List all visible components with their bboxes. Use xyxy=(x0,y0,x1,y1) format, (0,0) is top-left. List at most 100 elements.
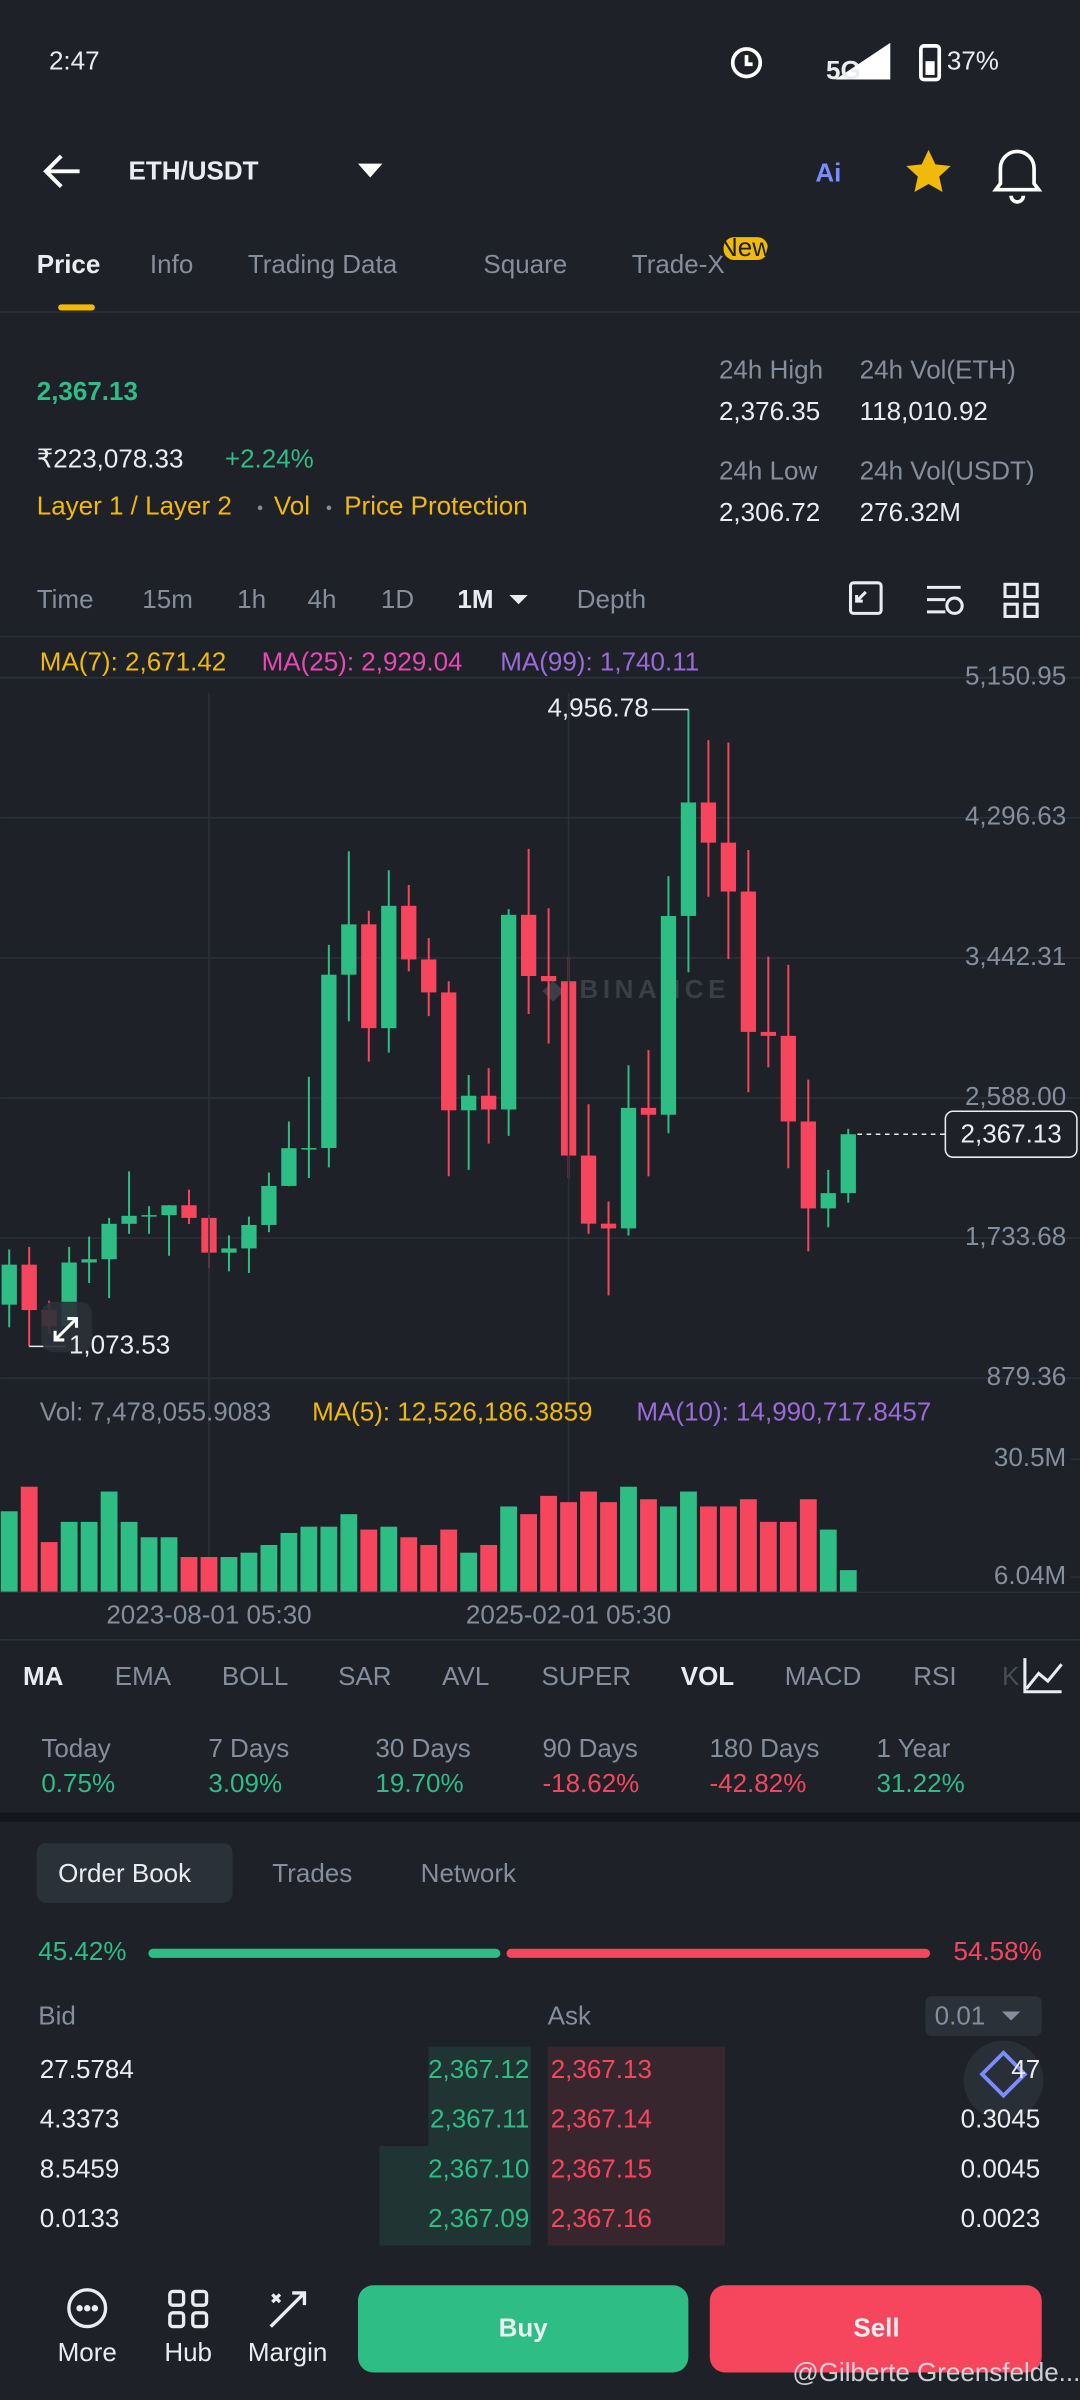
ask-depth xyxy=(547,2046,726,2097)
indicator-tab[interactable]: RSI xyxy=(913,1661,956,1691)
candle-body xyxy=(301,1148,317,1150)
candle-body xyxy=(1,1264,17,1305)
ask-price: 2,367.15 xyxy=(551,2153,652,2183)
volume-bar xyxy=(40,1542,58,1593)
current-price-box xyxy=(944,1110,1078,1158)
candle-body xyxy=(640,1107,657,1115)
indicator-tab[interactable]: AVL xyxy=(442,1661,489,1691)
bid-amount: 8.5459 xyxy=(40,2153,120,2183)
x-tick-label: 2023-08-01 05:30 xyxy=(106,1600,311,1630)
sell-button[interactable] xyxy=(709,2285,1042,2373)
interval[interactable]: Depth xyxy=(577,584,646,614)
indicator-tab[interactable]: K xyxy=(1002,1661,1020,1691)
assistant-icon xyxy=(979,2050,1028,2099)
tab[interactable]: Square xyxy=(483,249,567,279)
volume-bar xyxy=(739,1499,757,1593)
tab[interactable]: Price xyxy=(37,249,101,279)
volume-bar xyxy=(300,1526,318,1593)
tab[interactable]: Trade-X xyxy=(632,249,725,279)
indicator-settings[interactable] xyxy=(1023,1658,1063,1694)
book-tab[interactable]: Trades xyxy=(272,1858,352,1888)
volume-bar xyxy=(180,1557,198,1593)
y-tick-label: 3,442.31 xyxy=(965,941,1066,971)
expand-button[interactable] xyxy=(41,1301,92,1353)
assistant-button[interactable] xyxy=(963,2040,1044,2121)
ai-button[interactable]: Ai xyxy=(815,157,841,187)
y-tick-label: 30.5M xyxy=(994,1442,1066,1472)
volume-bar xyxy=(660,1506,677,1593)
indicator-tab[interactable]: SUPER xyxy=(542,1661,632,1691)
candle-body xyxy=(221,1248,237,1253)
ask-amount: 0.0023 xyxy=(961,2203,1041,2233)
volume-bar xyxy=(640,1499,657,1593)
back-button[interactable] xyxy=(43,154,80,189)
notification-bell[interactable] xyxy=(992,149,1043,204)
indicator-tab[interactable]: BOLL xyxy=(222,1661,289,1691)
sell-label[interactable]: Sell xyxy=(853,2313,899,2343)
ma-legend: MA(7): 2,671.42 xyxy=(40,647,226,677)
indicator-tab[interactable]: MA xyxy=(23,1661,64,1691)
precision-select[interactable] xyxy=(925,1996,1042,2036)
volume-bar xyxy=(560,1502,577,1593)
favorite-star[interactable] xyxy=(906,149,951,192)
volume-bar xyxy=(819,1529,837,1593)
tag[interactable]: Price Protection xyxy=(344,491,528,521)
book-tab[interactable]: Network xyxy=(421,1858,517,1888)
volume-bar xyxy=(440,1529,458,1593)
tab[interactable]: Trading Data xyxy=(248,249,398,279)
tag[interactable]: Layer 1 / Layer 2 xyxy=(37,491,232,521)
indicator-tab[interactable]: EMA xyxy=(115,1661,172,1691)
stat-label: 24h Low xyxy=(719,456,818,486)
interval[interactable]: 15m xyxy=(142,584,193,614)
period-change: 19.70% xyxy=(375,1768,463,1798)
pair-dropdown[interactable] xyxy=(357,163,383,178)
interval[interactable]: 1D xyxy=(381,584,414,614)
interval[interactable]: 1M xyxy=(457,584,493,614)
indicator-tab[interactable]: MACD xyxy=(785,1661,862,1691)
indicator-tab[interactable]: VOL xyxy=(681,1661,735,1691)
buy-label[interactable]: Buy xyxy=(499,2313,549,2343)
interval[interactable]: 1h xyxy=(237,584,266,614)
annotation-label: 1,073.53 xyxy=(69,1329,170,1359)
volume-bar xyxy=(100,1491,118,1593)
volume-bar xyxy=(280,1532,298,1593)
book-tab[interactable]: Order Book xyxy=(58,1858,192,1888)
period-change: 0.75% xyxy=(41,1768,115,1798)
nav-label[interactable]: Margin xyxy=(248,2337,327,2367)
volume-bar xyxy=(120,1521,138,1593)
bottom-icons[interactable] xyxy=(67,2288,307,2329)
interval-dropdown[interactable] xyxy=(509,595,528,605)
indicator-tab[interactable]: SAR xyxy=(338,1661,391,1691)
ask-price: 2,367.16 xyxy=(551,2203,652,2233)
volume-bar xyxy=(160,1537,178,1593)
nav-label[interactable]: More xyxy=(58,2337,117,2367)
period-change: 31.22% xyxy=(877,1768,965,1798)
candle-body xyxy=(780,1035,796,1122)
volume-bar xyxy=(260,1544,278,1593)
interval[interactable]: Time xyxy=(37,584,94,614)
bid-price: 2,367.10 xyxy=(428,2153,529,2183)
pair-name[interactable]: ETH/USDT xyxy=(129,156,259,186)
network-type: 5G xyxy=(826,55,861,85)
bid-price: 2,367.09 xyxy=(428,2203,529,2233)
bid-header: Bid xyxy=(38,2000,76,2030)
tab[interactable]: Info xyxy=(150,249,193,279)
section-gap xyxy=(0,1812,1080,1822)
last-price: 2,367.13 xyxy=(37,376,138,406)
candle-body xyxy=(520,914,537,976)
bid-ratio-bar xyxy=(148,1948,501,1958)
nav-label[interactable]: Hub xyxy=(164,2337,212,2367)
chart-tools[interactable] xyxy=(848,581,1039,618)
buy-button[interactable] xyxy=(357,2285,689,2373)
candle-body xyxy=(500,914,517,1110)
volume-bar xyxy=(680,1491,697,1593)
volume-bar xyxy=(60,1521,78,1593)
tag[interactable]: Vol xyxy=(274,491,310,521)
period-label: 90 Days xyxy=(542,1733,637,1763)
candle-body xyxy=(760,1031,776,1036)
candle-body xyxy=(81,1259,97,1263)
candle-body xyxy=(341,924,357,975)
annotation-label: 4,956.78 xyxy=(547,692,648,722)
interval[interactable]: 4h xyxy=(307,584,336,614)
